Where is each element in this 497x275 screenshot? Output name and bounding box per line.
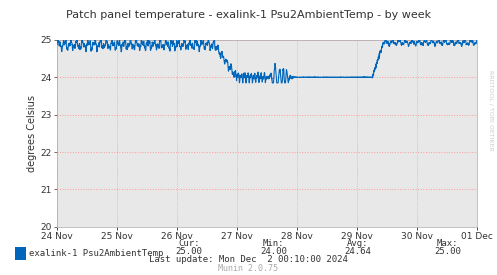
Text: RRDTOOL / TOBI OETIKER: RRDTOOL / TOBI OETIKER: [488, 70, 493, 150]
Text: Max:: Max:: [436, 239, 458, 248]
Text: Munin 2.0.75: Munin 2.0.75: [219, 264, 278, 273]
Text: Last update: Mon Dec  2 00:10:00 2024: Last update: Mon Dec 2 00:10:00 2024: [149, 255, 348, 264]
Text: 24.64: 24.64: [344, 247, 371, 255]
Text: Avg:: Avg:: [347, 239, 369, 248]
Text: 25.00: 25.00: [434, 247, 461, 255]
Text: Min:: Min:: [262, 239, 284, 248]
Text: Cur:: Cur:: [178, 239, 200, 248]
Text: exalink-1 Psu2AmbientTemp: exalink-1 Psu2AmbientTemp: [29, 249, 163, 258]
Y-axis label: degrees Celsius: degrees Celsius: [27, 95, 37, 172]
Text: Patch panel temperature - exalink-1 Psu2AmbientTemp - by week: Patch panel temperature - exalink-1 Psu2…: [66, 10, 431, 20]
Text: 24.00: 24.00: [260, 247, 287, 255]
Text: 25.00: 25.00: [175, 247, 202, 255]
